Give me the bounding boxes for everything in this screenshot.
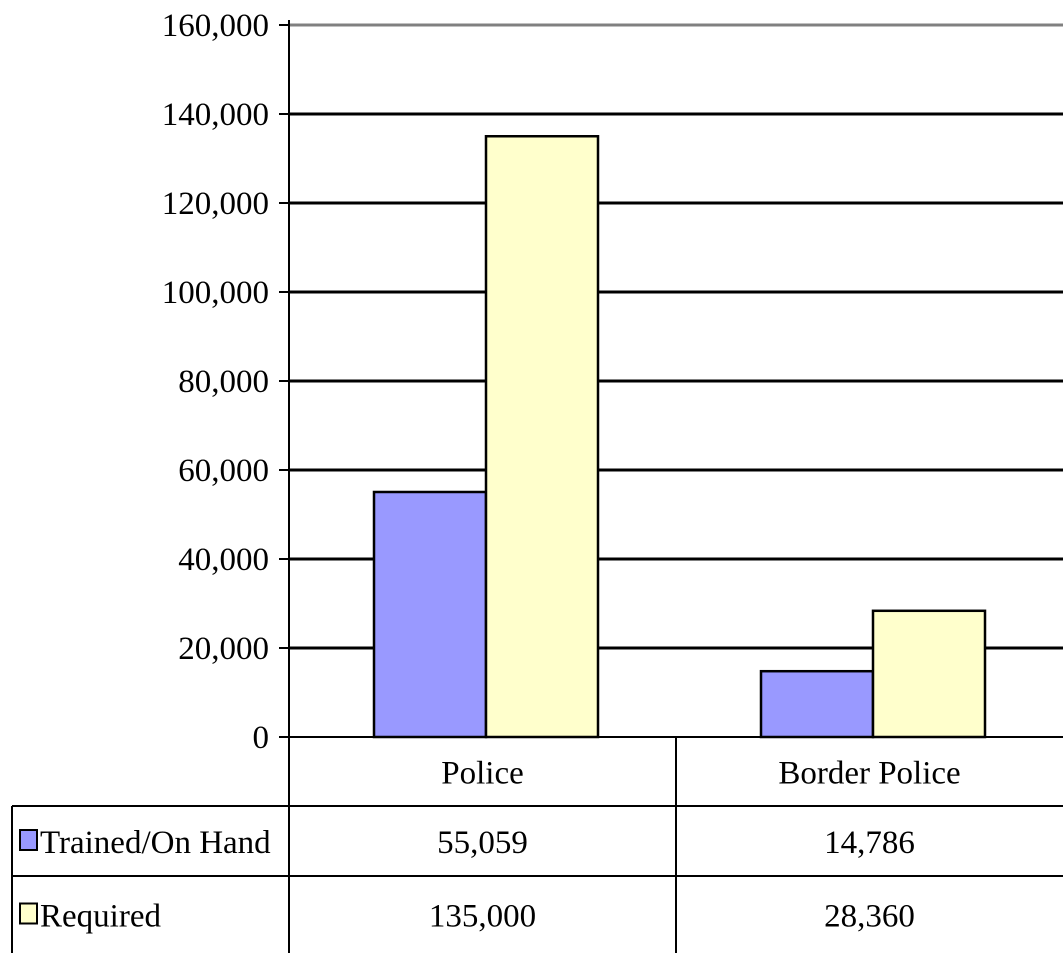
bar-required xyxy=(871,609,987,739)
y-tick-label: 80,000 xyxy=(178,364,269,400)
legend-swatch-required xyxy=(19,902,38,925)
table-value: 14,786 xyxy=(824,825,915,861)
legend-label: Required xyxy=(40,899,161,935)
bar-trained xyxy=(759,669,875,739)
y-tick-label: 0 xyxy=(253,720,270,756)
y-axis-ticks: 0 20,000 40,000 60,000 80,000 100,000 120,000 1… xyxy=(162,8,289,756)
legend-label: Trained/On Hand xyxy=(40,825,271,861)
table-value: 55,059 xyxy=(437,825,528,861)
y-tick-label: 100,000 xyxy=(162,275,269,311)
category-label: Border Police xyxy=(778,756,960,792)
table-value: 135,000 xyxy=(429,899,536,935)
y-tick-label: 40,000 xyxy=(178,542,269,578)
category-label: Police xyxy=(441,756,523,792)
data-table: Police Border Police Trained/On Hand 55,059… xyxy=(11,737,1063,953)
y-tick-label: 60,000 xyxy=(178,453,269,489)
bars xyxy=(372,135,987,739)
bar-trained xyxy=(372,490,488,739)
y-tick-label: 20,000 xyxy=(178,631,269,667)
legend-swatch-trained xyxy=(19,829,38,851)
y-tick-label: 160,000 xyxy=(162,8,269,44)
bar-required xyxy=(484,135,600,739)
y-tick-label: 140,000 xyxy=(162,97,269,133)
table-value: 28,360 xyxy=(824,899,915,935)
y-tick-label: 120,000 xyxy=(162,186,269,222)
